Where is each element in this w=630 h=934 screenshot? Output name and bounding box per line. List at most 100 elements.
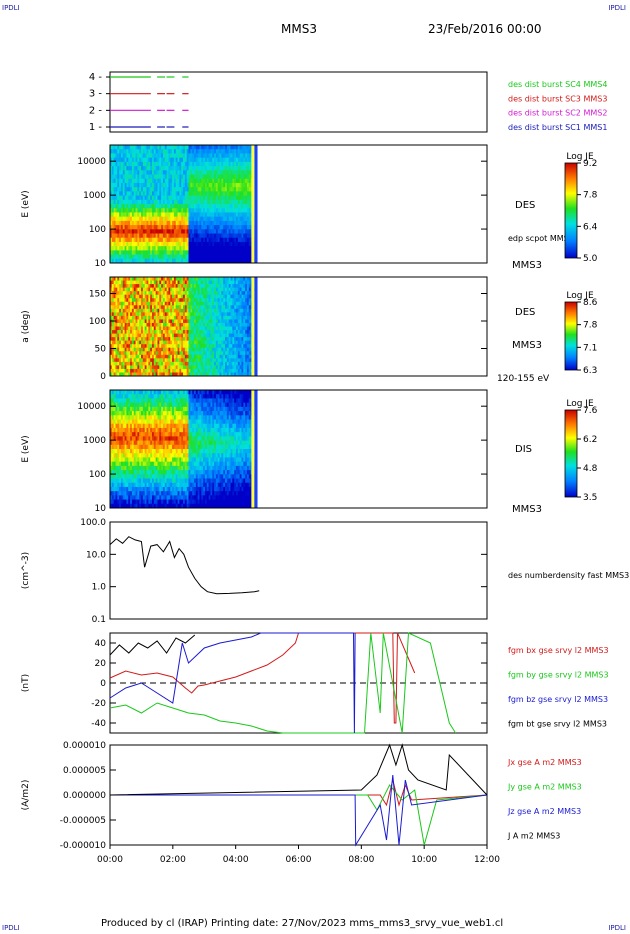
spectrogram-cell — [234, 277, 237, 281]
spectrogram-cell — [146, 241, 149, 247]
spectrogram-cell — [142, 246, 146, 251]
spectrogram-cell — [113, 415, 116, 420]
spectrogram-cell — [150, 344, 153, 349]
spectrogram-cell — [117, 326, 120, 331]
spectrogram-cell — [215, 258, 219, 264]
spectrogram-cell — [124, 170, 127, 175]
spectrogram-cell — [124, 315, 127, 320]
spectrogram-cell — [115, 491, 118, 496]
spectrogram-cell — [223, 280, 226, 285]
spectrogram-cell — [120, 319, 124, 324]
spectrogram-cell — [219, 178, 222, 184]
spectrogram-cell — [168, 174, 171, 180]
spectrogram-cell — [141, 315, 144, 320]
spectrogram-cell — [128, 161, 131, 167]
spectrogram-cell — [150, 149, 153, 154]
spectrogram-cell — [228, 291, 231, 296]
spectrogram-cell — [181, 305, 184, 310]
spectrogram-cell — [228, 170, 231, 175]
spectrogram-cell — [248, 337, 252, 342]
spectrogram-cell — [186, 326, 189, 331]
spectrogram-cell — [236, 191, 239, 196]
spectrogram-cell — [111, 208, 115, 213]
spectrogram-cell — [175, 258, 178, 264]
spectrogram-cell — [172, 337, 175, 342]
spectrogram-cell — [110, 499, 113, 505]
spectrogram-cell — [208, 191, 211, 196]
spectrogram-cell — [150, 298, 153, 303]
spectrogram-cell — [237, 233, 241, 239]
spectrogram-cell — [192, 233, 195, 239]
spectrogram-cell — [122, 199, 126, 205]
spectrogram-cell — [135, 351, 138, 356]
spectrogram-cell — [148, 258, 151, 264]
spectrogram-cell — [214, 229, 217, 234]
spectrogram-cell — [164, 347, 168, 352]
spectrogram-cell — [111, 312, 115, 317]
spectrogram-cell — [139, 145, 142, 150]
spectrogram-cell — [206, 315, 210, 320]
spectrogram-cell — [239, 178, 242, 184]
spectrogram-cell — [170, 294, 173, 299]
spectrogram-cell — [206, 212, 210, 218]
spectrogram-cell — [194, 361, 197, 366]
spectrogram-cell — [248, 246, 252, 251]
spectrogram-cell — [246, 254, 250, 260]
spectrogram-cell — [223, 212, 226, 218]
spectrogram-cell — [230, 187, 233, 192]
spectrogram-cell — [141, 354, 144, 359]
burst-tick-label: 4 - — [89, 72, 103, 83]
spectrogram-cell — [142, 333, 146, 338]
spectrogram-cell — [212, 358, 215, 363]
spectrogram-cell — [219, 208, 222, 213]
spectrogram-cell — [128, 277, 131, 281]
spectrogram-cell — [164, 170, 168, 175]
spectrogram-cell — [210, 153, 213, 159]
spectrogram-cell — [183, 337, 186, 342]
spectrogram-cell — [206, 161, 210, 167]
spectrogram-cell — [141, 241, 144, 247]
spectrogram-cell — [175, 368, 178, 373]
spectrogram-cell — [162, 225, 166, 230]
spectrogram-cell — [208, 208, 211, 213]
spectrogram-cell — [130, 241, 133, 247]
spectrogram-cell — [183, 287, 186, 292]
spectrogram-cell — [162, 308, 166, 313]
spectrogram-cell — [120, 444, 124, 450]
spectrogram-cell — [183, 291, 186, 296]
spectrogram-cell — [139, 351, 142, 356]
spectrogram-cell — [188, 351, 191, 356]
spectrogram-cell — [246, 225, 250, 230]
spectrogram-cell — [181, 191, 184, 196]
spectrogram-cell — [204, 330, 208, 334]
spectrogram-cell — [219, 322, 222, 327]
spectrogram-cell — [131, 305, 135, 310]
spectrogram-cell — [177, 284, 180, 289]
spectrogram-cell — [195, 358, 199, 363]
spectrogram-cell — [175, 291, 178, 296]
spectrogram-cell — [124, 354, 127, 359]
spectrogram-cell — [135, 486, 138, 492]
spectrogram-cell — [153, 365, 157, 370]
spectrogram-cell — [157, 287, 160, 292]
spectrogram-cell — [221, 351, 224, 356]
spectrogram-cell — [110, 330, 113, 334]
spectrogram-cell — [170, 208, 173, 213]
spectrogram-cell — [128, 358, 131, 363]
spectrogram-cell — [120, 354, 124, 359]
spectrogram-cell — [234, 208, 237, 213]
spectrogram-cell — [144, 182, 147, 188]
spectrogram-cell — [179, 191, 182, 196]
spectrogram-cell — [111, 287, 115, 292]
spectrogram-cell — [221, 208, 224, 213]
spectrogram-cell — [243, 358, 246, 363]
spectrogram-cell — [113, 427, 116, 433]
spectrogram-cell — [194, 340, 197, 345]
spectrogram-cell — [223, 337, 226, 342]
spectrogram-cell — [110, 440, 113, 446]
spectrogram-cell — [246, 312, 250, 317]
spectrogram-cell — [221, 340, 224, 345]
spectrogram-cell — [152, 153, 155, 159]
spectrogram-cell — [212, 287, 215, 292]
spectrogram-cell — [184, 208, 188, 213]
